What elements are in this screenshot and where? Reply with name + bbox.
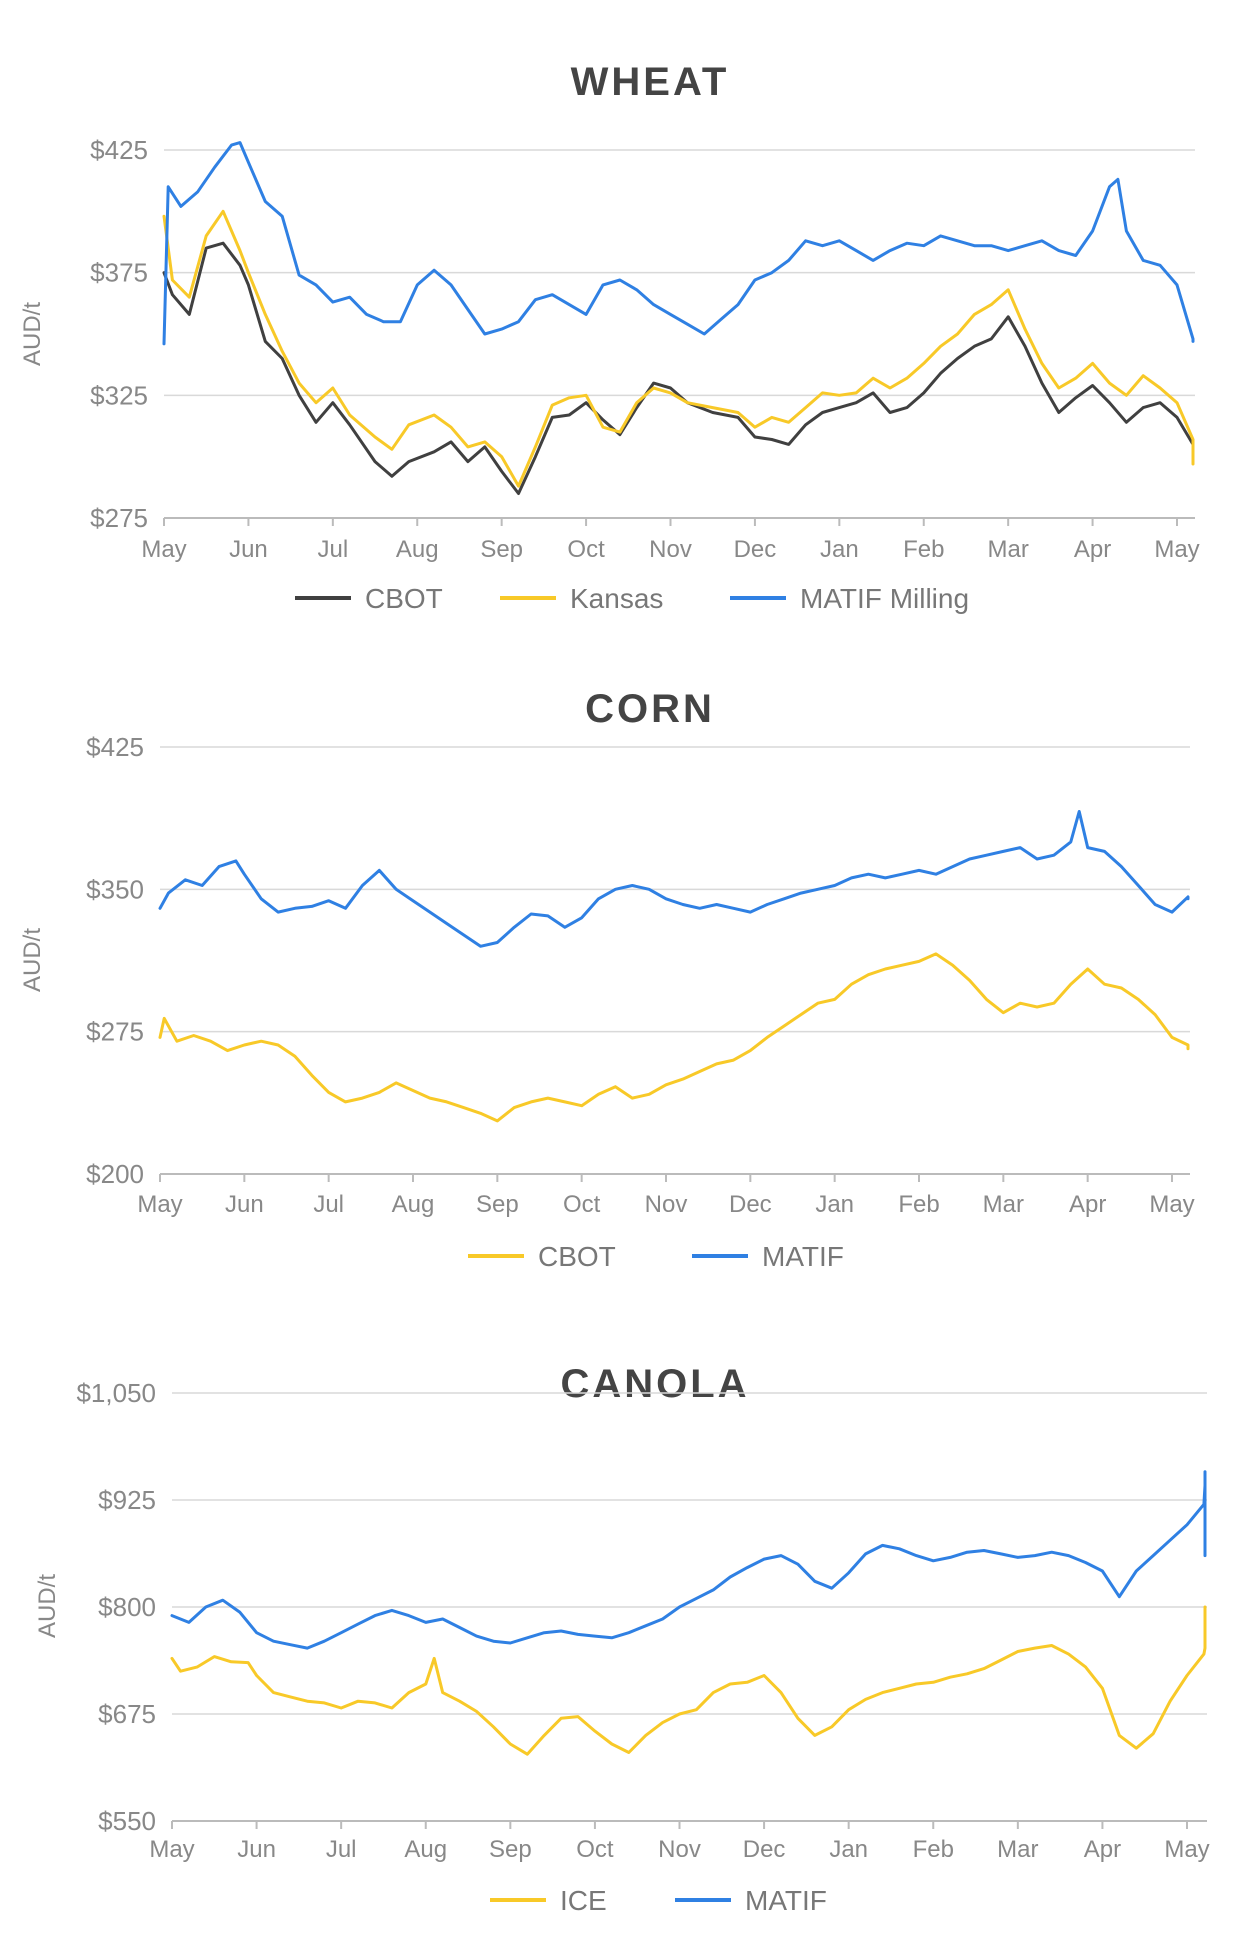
wheat-x-tick-label: Jul (317, 536, 348, 563)
canola-x-tick-label: Aug (404, 1836, 447, 1863)
canola-x-tick-label: Oct (576, 1836, 614, 1863)
corn-x-tick-label: Sep (476, 1191, 519, 1218)
canola-y-tick-label: $675 (98, 1699, 156, 1729)
wheat-series-matif-milling-line (162, 141, 1195, 346)
canola-x-tick-label: Jul (326, 1836, 357, 1863)
wheat-x-tick-label: Jun (229, 536, 268, 563)
corn-series-cbot-line (158, 952, 1190, 1123)
corn-y-tick-label: $275 (86, 1017, 144, 1047)
wheat-x-tick-label: Dec (734, 536, 777, 563)
wheat-y-axis-label: AUD/t (19, 302, 46, 366)
corn-legend-label-matif: MATIF (762, 1241, 844, 1272)
canola-x-tick-label: Feb (913, 1836, 954, 1863)
corn-x-tick-label: Jan (815, 1191, 854, 1218)
canola-x-tick-label: Jun (237, 1836, 276, 1863)
wheat-x-tick-label: Mar (987, 536, 1028, 563)
corn-y-tick-label: $425 (86, 732, 144, 762)
wheat-y-tick-label: $425 (90, 135, 148, 165)
wheat-legend-label-kansas: Kansas (570, 583, 663, 614)
canola-y-tick-label: $925 (98, 1485, 156, 1515)
wheat-series-cbot-line (162, 241, 1195, 495)
corn-x-tick-label: Jun (225, 1191, 264, 1218)
wheat-title: WHEAT (571, 60, 730, 104)
wheat-x-tick-label: May (1154, 536, 1199, 563)
wheat-legend-label-cbot: CBOT (365, 583, 443, 614)
wheat-x-tick-label: Feb (903, 536, 944, 563)
canola-x-tick-label: Sep (489, 1836, 532, 1863)
corn-title: CORN (585, 687, 715, 731)
corn-y-tick-label: $350 (86, 874, 144, 904)
wheat-x-tick-label: Jan (820, 536, 859, 563)
canola-y-tick-label: $1,050 (76, 1378, 156, 1408)
corn-x-tick-label: Jul (313, 1191, 344, 1218)
corn-x-tick-label: Nov (645, 1191, 688, 1218)
canola-series-matif-line (170, 1470, 1207, 1650)
wheat-series-kansas-line (162, 209, 1195, 488)
corn-x-tick-label: May (1149, 1191, 1194, 1218)
corn-legend-label-cbot: CBOT (538, 1241, 616, 1272)
wheat-y-tick-label: $325 (90, 380, 148, 410)
canola-x-tick-label: Apr (1084, 1836, 1121, 1863)
canola-x-tick-label: Nov (658, 1836, 701, 1863)
canola-y-axis-label: AUD/t (34, 1574, 61, 1638)
corn-x-tick-label: Feb (898, 1191, 939, 1218)
canola-x-tick-label: May (149, 1836, 194, 1863)
wheat-x-tick-label: Aug (396, 536, 439, 563)
canola-legend-label-ice: ICE (560, 1885, 607, 1916)
canola-title: CANOLA (560, 1362, 749, 1406)
corn-x-tick-label: Oct (563, 1191, 601, 1218)
corn-series-matif-line (158, 810, 1190, 948)
wheat-y-tick-label: $375 (90, 258, 148, 288)
wheat-x-tick-label: Apr (1074, 536, 1111, 563)
wheat-y-tick-label: $275 (90, 503, 148, 533)
canola-x-tick-label: Jan (829, 1836, 868, 1863)
wheat-legend-label-matif-milling: MATIF Milling (800, 583, 969, 614)
canola-x-tick-label: Mar (997, 1836, 1038, 1863)
canola-legend-label-matif: MATIF (745, 1885, 827, 1916)
corn-y-axis-label: AUD/t (19, 928, 46, 992)
wheat-x-tick-label: May (141, 536, 186, 563)
wheat-x-tick-label: Sep (480, 536, 523, 563)
canola-y-tick-label: $800 (98, 1592, 156, 1622)
canola-x-tick-label: Dec (743, 1836, 786, 1863)
canola-series-ice-line (170, 1605, 1207, 1756)
wheat-x-tick-label: Nov (649, 536, 692, 563)
canola-y-tick-label: $550 (98, 1806, 156, 1836)
canola-x-tick-label: May (1164, 1836, 1209, 1863)
wheat-x-tick-label: Oct (567, 536, 605, 563)
corn-y-tick-label: $200 (86, 1159, 144, 1189)
corn-x-tick-label: Dec (729, 1191, 772, 1218)
corn-x-tick-label: Apr (1069, 1191, 1106, 1218)
corn-x-tick-label: Aug (392, 1191, 435, 1218)
corn-x-tick-label: Mar (983, 1191, 1024, 1218)
corn-x-tick-label: May (137, 1191, 182, 1218)
